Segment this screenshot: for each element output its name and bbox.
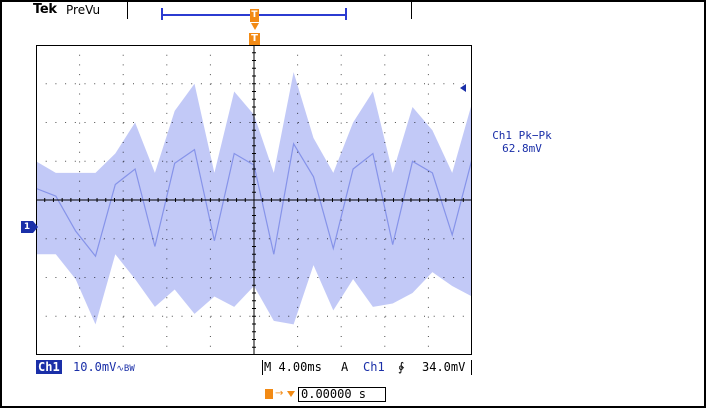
channel-badge[interactable]: Ch1 (36, 360, 62, 374)
trigger-icon (265, 389, 273, 399)
acquisition-status: PreVu (66, 3, 101, 17)
status-divider (127, 2, 128, 19)
graticule-border (36, 45, 472, 355)
record-bar-left-cap (161, 8, 163, 20)
channel-1-ground-marker-icon[interactable]: 1 (21, 221, 33, 233)
trigger-level-readout[interactable]: 34.0mV (422, 360, 466, 374)
channel-1-marker-tip-icon (33, 221, 38, 233)
brand-logo: Tek (33, 2, 57, 17)
trigger-position-caret-icon (251, 23, 259, 30)
bandwidth-limit-icon: ∿BW (116, 364, 135, 374)
trigger-caret-icon (287, 391, 295, 397)
measurement-value: 62.8mV (502, 142, 542, 155)
timebase-readout[interactable]: M 4.00ms (264, 360, 322, 374)
channel-scale-value: 10.0mV (73, 360, 117, 374)
waveform-display (36, 45, 472, 355)
trigger-slope-icon: ∲ (398, 360, 405, 374)
acquisition-mode: A (341, 360, 349, 374)
trigger-source[interactable]: Ch1 (363, 360, 385, 374)
record-trigger-marker-icon: T (250, 9, 259, 22)
trigger-position-marker-icon[interactable]: T (249, 33, 260, 45)
divider (471, 360, 472, 375)
record-divider (411, 2, 412, 19)
offset-value-field[interactable]: 0.00000 s (298, 387, 386, 402)
measurement-label: Ch1 Pk−Pk (492, 129, 552, 142)
measurement-readout: Ch1 Pk−Pk 62.8mV (484, 129, 560, 155)
trigger-level-marker-icon[interactable] (460, 84, 466, 92)
arrow-icon: → (275, 388, 284, 399)
record-bar-right-cap (345, 8, 347, 20)
status-bar: Ch1 10.0mV∿BW M 4.00ms A Ch1 ∲ 34.0mV (36, 360, 472, 375)
channel-scale[interactable]: 10.0mV∿BW (73, 360, 135, 374)
divider (262, 360, 263, 375)
